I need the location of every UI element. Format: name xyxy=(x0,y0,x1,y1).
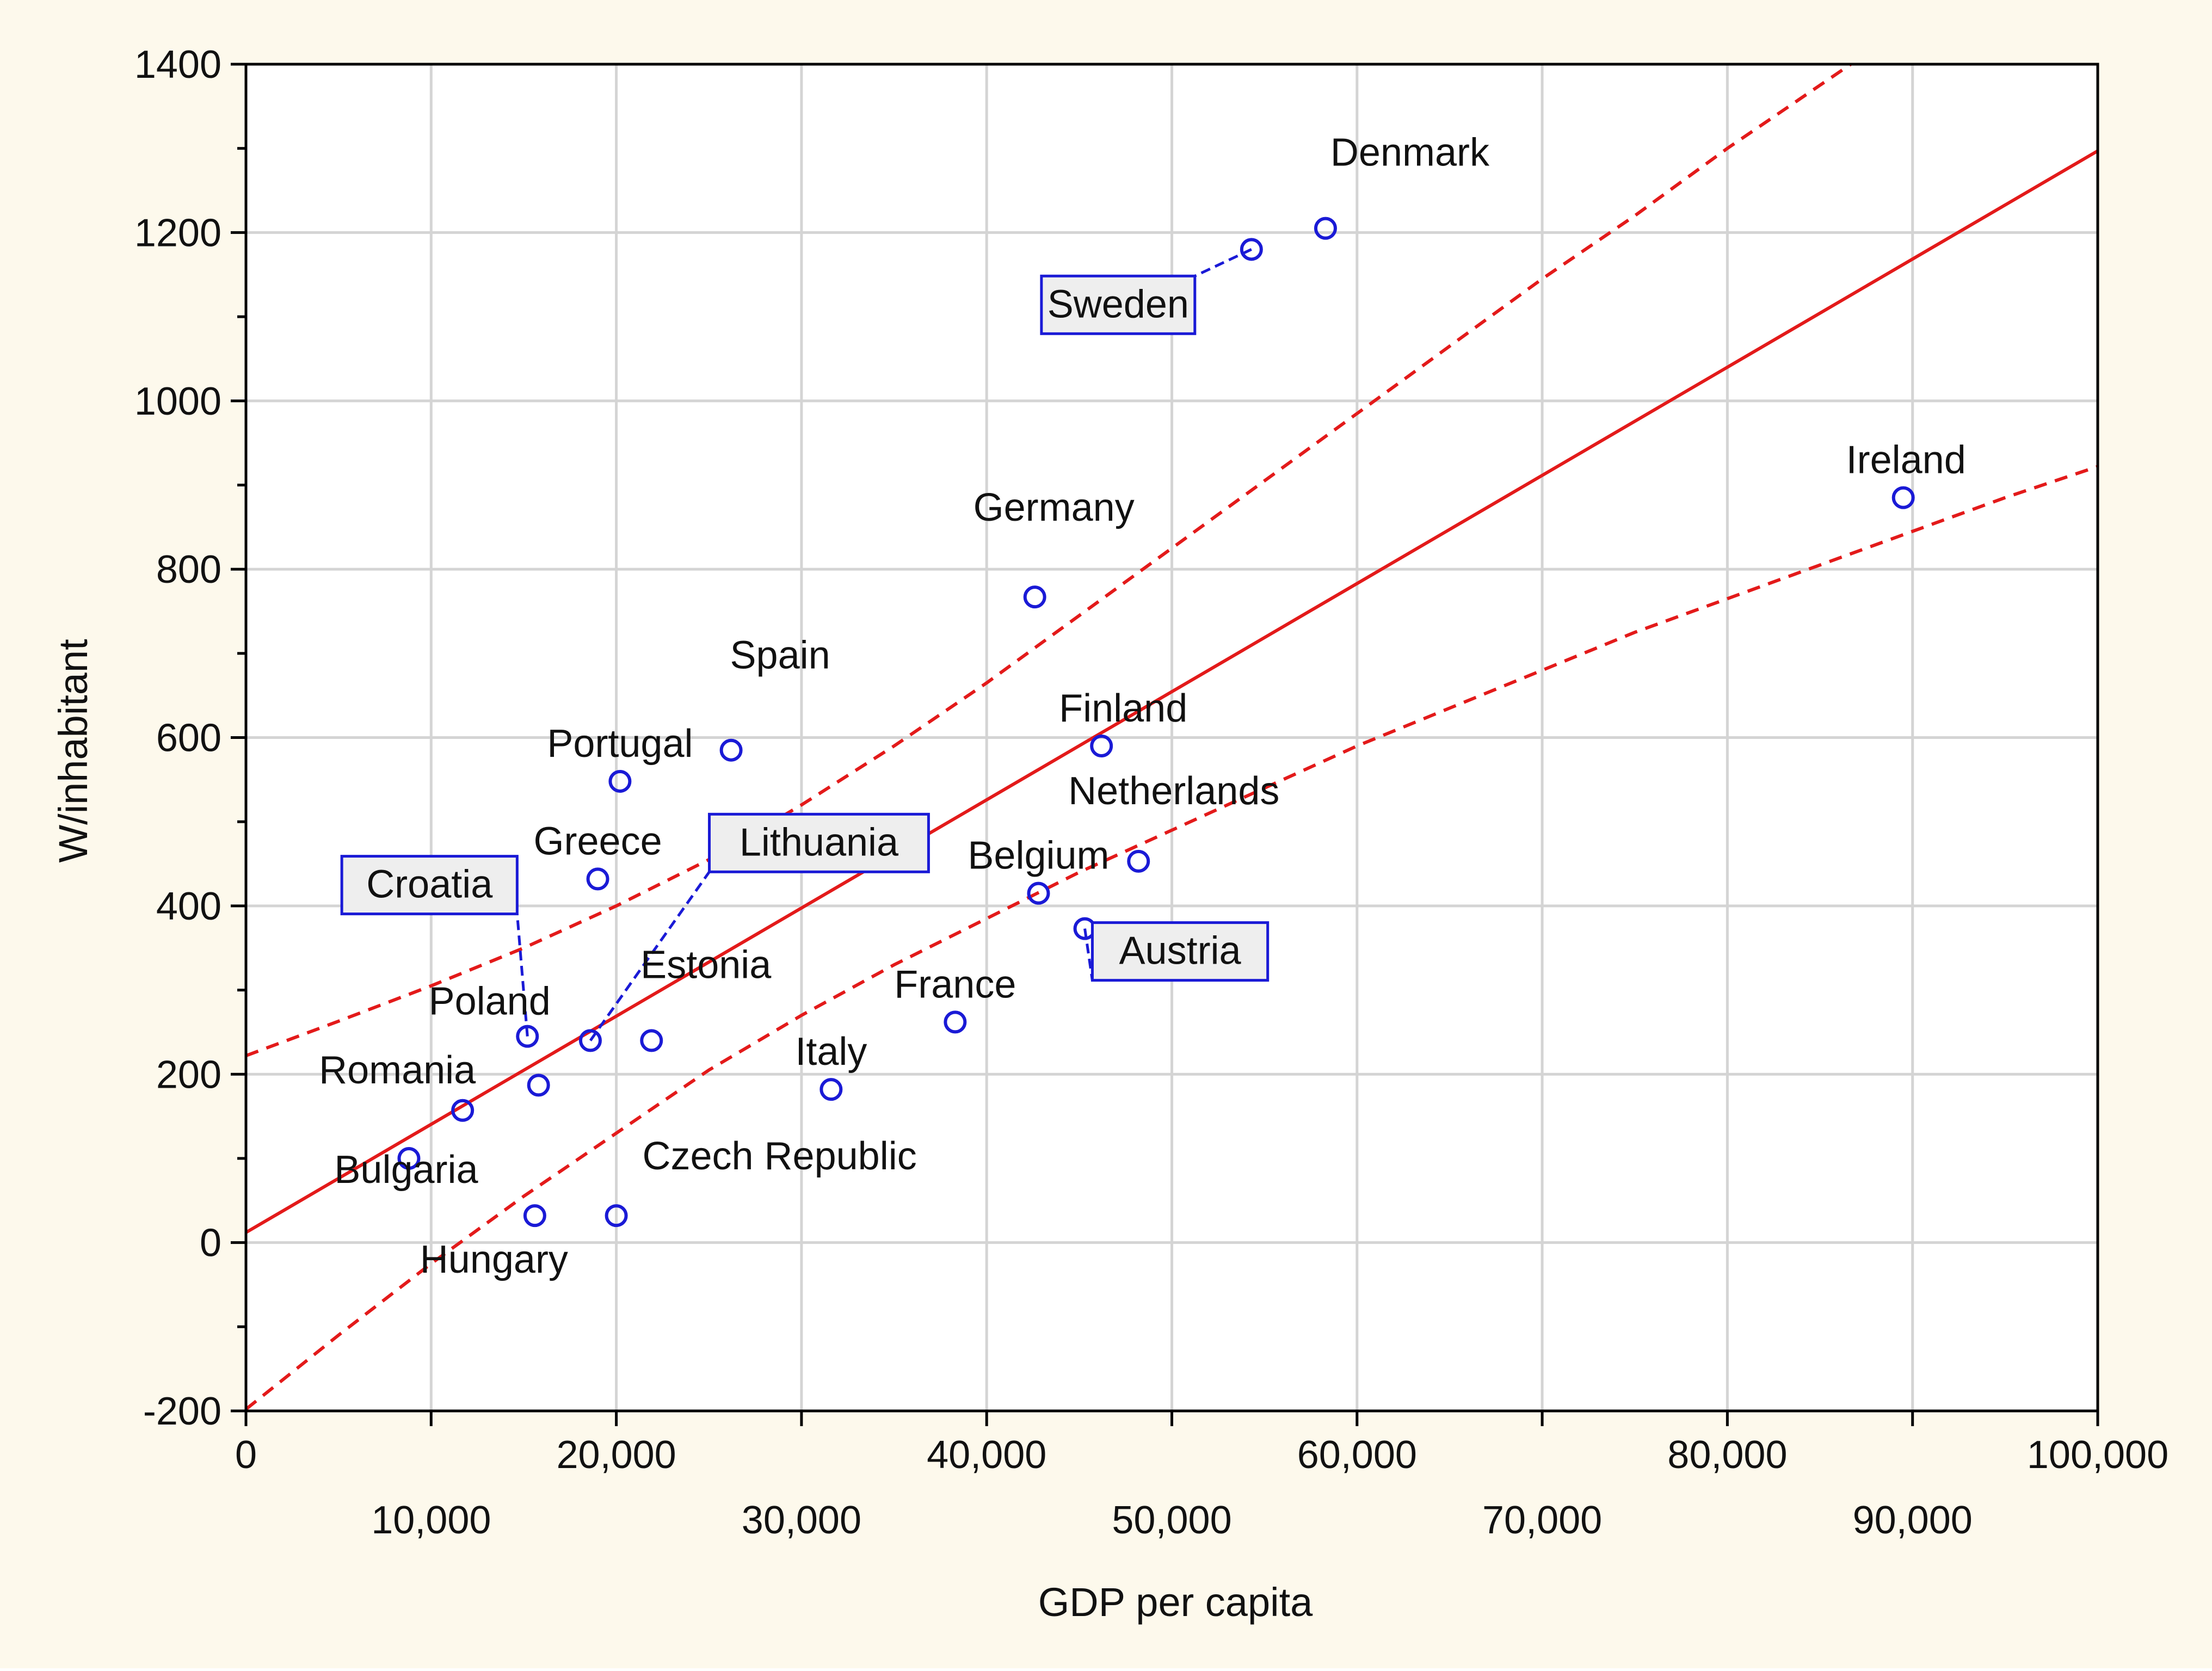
data-point-portugal xyxy=(608,769,632,793)
data-point-belgium xyxy=(1027,881,1050,905)
point-label-austria: Austria xyxy=(1119,929,1242,973)
point-label-czech-republic: Czech Republic xyxy=(642,1134,916,1178)
data-point-netherlands xyxy=(1127,849,1150,873)
x-tick-label: 20,000 xyxy=(556,1433,676,1477)
y-tick-label: 800 xyxy=(156,548,221,591)
confidence-upper-line xyxy=(246,64,1854,1058)
point-label-croatia: Croatia xyxy=(366,863,493,907)
data-point-estonia xyxy=(640,1029,663,1052)
point-label-poland: Poland xyxy=(429,979,551,1023)
point-label-greece: Greece xyxy=(534,819,662,863)
y-tick-label: 400 xyxy=(156,885,221,928)
regression-line-group xyxy=(246,149,2098,1234)
confidence-lower-line xyxy=(246,465,2098,1411)
point-label-denmark: Denmark xyxy=(1330,131,1490,175)
axis-ticks: 0 20,000 40,000 60,000 80,000 100,000 10,000 30… xyxy=(134,43,2168,1542)
x-tick-label: 30,000 xyxy=(742,1499,861,1542)
x-tick-label: 80,000 xyxy=(1667,1433,1787,1477)
y-tick-label: 0 xyxy=(200,1222,221,1265)
point-label-spain: Spain xyxy=(730,634,830,677)
leader-sweden xyxy=(1194,248,1252,278)
data-point-finland xyxy=(1090,734,1113,757)
point-label-ireland: Ireland xyxy=(1846,439,1966,482)
label-box-lithuania xyxy=(708,812,930,873)
point-label-lithuania: Lithuania xyxy=(740,821,899,864)
point-label-germany: Germany xyxy=(973,486,1135,529)
point-labels: Bulgaria Romania Croatia Hungary Poland Lithu… xyxy=(319,131,1966,1281)
y-axis-title: W/inhabitant xyxy=(51,639,96,863)
regression-line xyxy=(246,149,2098,1234)
data-point-hungary xyxy=(523,1204,546,1228)
x-tick-label: 100,000 xyxy=(2027,1433,2168,1477)
x-tick-label: 10,000 xyxy=(371,1499,491,1542)
x-tick-label: 0 xyxy=(235,1433,257,1477)
data-point-croatia xyxy=(516,1025,539,1048)
y-tick-label: 1200 xyxy=(134,211,221,255)
x-tick-label: 90,000 xyxy=(1853,1499,1973,1542)
x-tick-label: 70,000 xyxy=(1482,1499,1602,1542)
data-point-romania xyxy=(451,1099,475,1122)
data-point-ireland xyxy=(1891,486,1915,509)
label-box-croatia xyxy=(340,855,519,916)
point-label-bulgaria: Bulgaria xyxy=(334,1148,478,1192)
data-point-denmark xyxy=(1314,217,1337,240)
data-point-lithuania xyxy=(578,1029,602,1052)
point-label-sweden: Sweden xyxy=(1048,282,1189,326)
x-tick-label: 40,000 xyxy=(927,1433,1046,1477)
x-tick-label: 50,000 xyxy=(1112,1499,1231,1542)
leader-lithuania xyxy=(589,871,711,1041)
gridlines xyxy=(246,64,2098,1411)
point-label-belgium: Belgium xyxy=(968,834,1109,878)
point-label-italy: Italy xyxy=(795,1030,867,1074)
data-point-germany xyxy=(1023,585,1046,609)
point-label-portugal: Portugal xyxy=(547,722,693,766)
data-point-spain xyxy=(719,738,743,762)
leader-croatia xyxy=(515,914,529,1037)
confidence-band xyxy=(246,64,2098,1411)
y-tick-label: 1400 xyxy=(134,43,221,87)
data-point-czech-republic xyxy=(605,1204,628,1228)
data-point-sweden xyxy=(1240,238,1263,261)
data-point-poland xyxy=(527,1074,550,1097)
y-tick-label: 1000 xyxy=(134,380,221,423)
point-label-estonia: Estonia xyxy=(640,943,772,986)
x-axis-title: GDP per capita xyxy=(1038,1580,1313,1625)
data-point-greece xyxy=(586,867,609,891)
label-box-sweden xyxy=(1040,274,1197,335)
label-box-austria xyxy=(1090,921,1270,982)
data-point-italy xyxy=(820,1078,843,1101)
y-tick-label: -200 xyxy=(143,1390,221,1433)
data-point-france xyxy=(944,1010,967,1034)
y-tick-label: 200 xyxy=(156,1053,221,1096)
point-label-romania: Romania xyxy=(319,1049,476,1092)
point-label-finland: Finland xyxy=(1059,687,1187,730)
data-point-bulgaria xyxy=(397,1146,421,1170)
x-tick-label: 60,000 xyxy=(1297,1433,1417,1477)
point-label-france: France xyxy=(894,963,1016,1006)
point-label-hungary: Hungary xyxy=(420,1238,568,1281)
y-tick-label: 600 xyxy=(156,717,221,760)
point-label-netherlands: Netherlands xyxy=(1068,769,1279,813)
